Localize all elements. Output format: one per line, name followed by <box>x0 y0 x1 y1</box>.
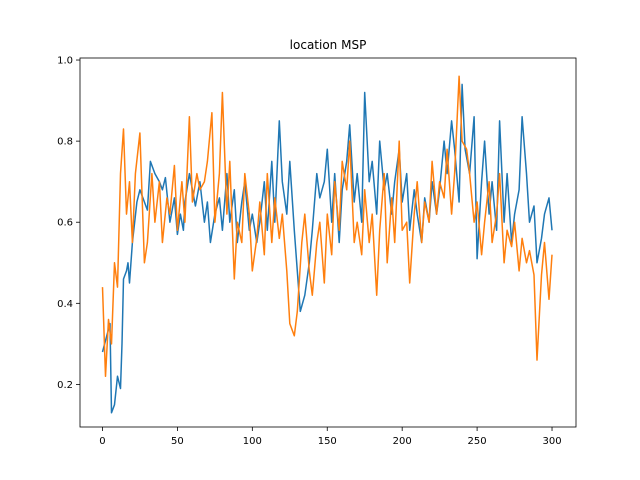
y-axis: 0.2 0.4 0.6 0.8 1.0 <box>57 56 80 391</box>
x-axis: 0 50 100 150 200 250 300 <box>99 427 562 447</box>
series-line-1 <box>101 83 553 414</box>
y-tick-label: 1.0 <box>57 56 73 67</box>
x-tick-label: 200 <box>393 436 412 447</box>
x-tick-label: 50 <box>171 436 184 447</box>
y-tick-label: 0.2 <box>57 380 73 391</box>
x-tick-label: 300 <box>542 436 561 447</box>
axes-frame <box>79 57 577 428</box>
series-layer <box>101 75 553 414</box>
y-tick-label: 0.6 <box>57 218 73 229</box>
x-tick-label: 250 <box>468 436 487 447</box>
y-tick-label: 0.8 <box>57 137 73 148</box>
x-tick-label: 0 <box>99 436 105 447</box>
chart-title: location MSP <box>290 38 367 52</box>
y-tick-label: 0.4 <box>57 299 73 310</box>
x-tick-label: 150 <box>318 436 337 447</box>
series-line-2 <box>101 75 553 378</box>
x-tick-label: 100 <box>243 436 262 447</box>
